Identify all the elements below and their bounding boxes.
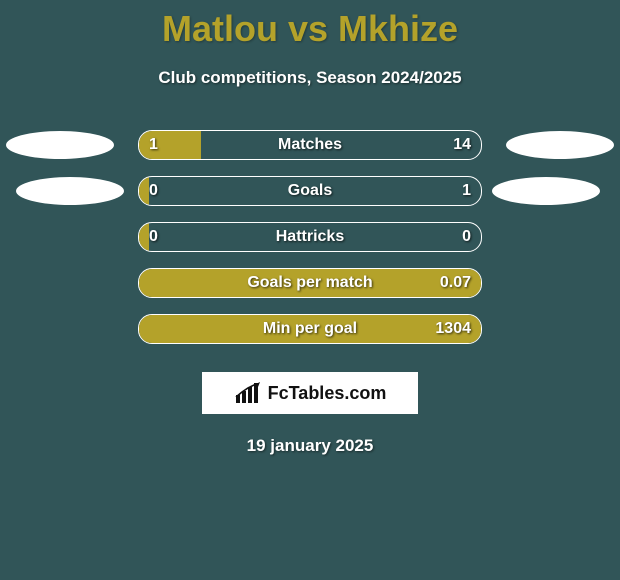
brand-text: FcTables.com xyxy=(268,383,387,404)
stat-right-value: 14 xyxy=(453,136,471,154)
chart-icon xyxy=(234,381,262,405)
stat-row: Min per goal 1304 xyxy=(0,306,620,352)
comparison-rows: 1 Matches 14 0 Goals 1 0 Hattricks 0 Goa… xyxy=(0,122,620,352)
stat-label: Goals per match xyxy=(139,274,481,292)
stat-label: Min per goal xyxy=(139,320,481,338)
player-right-oval xyxy=(506,131,614,159)
stat-row: 0 Goals 1 xyxy=(0,168,620,214)
stat-bar: 1 Matches 14 xyxy=(138,130,482,160)
page-title: Matlou vs Mkhize xyxy=(0,0,620,50)
stat-right-value: 1304 xyxy=(435,320,471,338)
stat-row: 0 Hattricks 0 xyxy=(0,214,620,260)
stat-bar: Min per goal 1304 xyxy=(138,314,482,344)
stat-row: Goals per match 0.07 xyxy=(0,260,620,306)
brand-box: FcTables.com xyxy=(202,372,418,414)
stat-row: 1 Matches 14 xyxy=(0,122,620,168)
stat-label: Matches xyxy=(139,136,481,154)
date-text: 19 january 2025 xyxy=(0,436,620,456)
player-right-oval xyxy=(492,177,600,205)
stat-bar: 0 Hattricks 0 xyxy=(138,222,482,252)
stat-bar: Goals per match 0.07 xyxy=(138,268,482,298)
stat-label: Goals xyxy=(139,182,481,200)
stat-right-value: 1 xyxy=(462,182,471,200)
stat-label: Hattricks xyxy=(139,228,481,246)
stat-right-value: 0.07 xyxy=(440,274,471,292)
player-left-oval xyxy=(16,177,124,205)
stat-right-value: 0 xyxy=(462,228,471,246)
stat-bar: 0 Goals 1 xyxy=(138,176,482,206)
player-left-oval xyxy=(6,131,114,159)
subtitle: Club competitions, Season 2024/2025 xyxy=(0,68,620,88)
